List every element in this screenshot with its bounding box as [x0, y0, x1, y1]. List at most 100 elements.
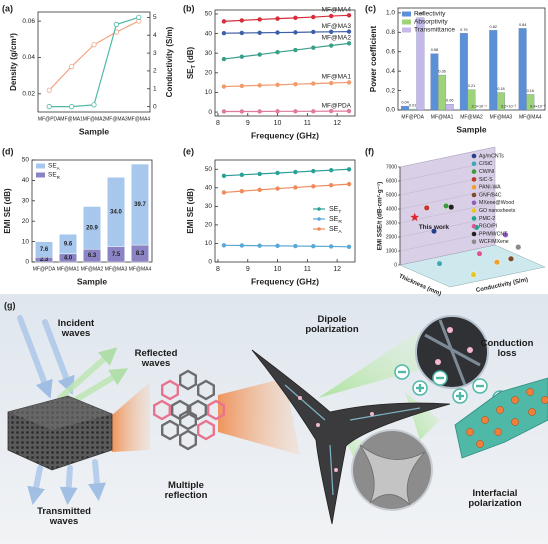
y-axis-label: Power coefficient: [369, 26, 378, 93]
point: [328, 244, 334, 249]
bar: [518, 28, 527, 111]
charge-bar: [418, 384, 422, 392]
series-label: MF@MA4: [322, 7, 352, 14]
point: [239, 54, 245, 59]
charge-bar: [476, 384, 484, 388]
x-tick-label: MF@PDA: [38, 116, 61, 122]
legend-label: SET: [329, 206, 341, 215]
x-tick-label: MF@MA1: [60, 116, 83, 122]
legend-label: WCF/MXene: [479, 239, 509, 245]
zoom-dots: [435, 327, 473, 365]
schematic: (g) Incident waves Reflected waves Transmi…: [0, 294, 548, 544]
legend-label: Ag/mCNTs: [479, 153, 504, 159]
point: [293, 47, 298, 53]
point: [239, 83, 245, 89]
y-tick-label: 4: [153, 32, 157, 39]
y-tick-label: 20: [205, 222, 213, 229]
electron: [494, 428, 502, 436]
x-tick-label: MF@MA3: [105, 116, 128, 122]
y-tick-label: 0.4: [386, 68, 395, 75]
point: [448, 204, 455, 211]
value-label: 0.36: [438, 70, 445, 74]
fiber: [329, 444, 334, 496]
electron: [541, 396, 548, 404]
y-axis-label: EMI SE (dB): [3, 188, 12, 234]
y-tick-label: 2: [153, 68, 157, 75]
cell: [207, 399, 225, 421]
panel-label: (e): [183, 146, 194, 156]
point: [69, 63, 75, 70]
y-tick-label: 0.2: [386, 87, 395, 94]
x-tick-label: 9: [246, 120, 250, 127]
arrow: [59, 465, 78, 506]
value-label: 0.18: [497, 87, 504, 91]
point: [346, 80, 352, 85]
point: [257, 109, 262, 114]
z-axis-label: EMI SSE/t (dB·cm²·g⁻¹): [377, 182, 384, 250]
fiber: [438, 319, 467, 386]
point: [346, 167, 352, 172]
point: [221, 84, 227, 89]
y-tick-label: 40: [22, 177, 30, 184]
bar-segment: [83, 206, 101, 250]
cell: [197, 379, 215, 401]
x-tick-label: 8: [216, 120, 220, 127]
value-label: 6.4×10⁻⁶: [530, 104, 546, 108]
y-tick-label: 0.02: [22, 91, 35, 98]
point: [328, 183, 334, 188]
cell: [179, 409, 197, 431]
legend-marker: [471, 169, 477, 174]
x-axis-label: Sample: [79, 126, 110, 136]
y-tick-label: 5: [153, 14, 157, 21]
arrow: [42, 319, 75, 395]
point: [275, 30, 280, 35]
point: [221, 190, 227, 195]
y-tick-label: 0.8: [386, 29, 395, 36]
cell: [161, 419, 179, 441]
series-label: MF@PDA: [322, 102, 352, 109]
x-tick-label: 11: [304, 266, 311, 273]
value-label: 0.04: [401, 101, 408, 105]
point: [221, 109, 227, 114]
legend-label: RGO/PI: [479, 224, 497, 230]
legend-marker: [471, 177, 477, 182]
cell: [197, 419, 215, 441]
electron: [466, 428, 474, 436]
zoom-fibers: [424, 319, 481, 386]
point: [328, 80, 334, 86]
x-tick-label: MF@MA1: [431, 114, 454, 120]
dot: [334, 468, 338, 472]
bar-segment: [35, 241, 53, 258]
legend-marker: [471, 184, 477, 190]
value-label: 39.7: [134, 202, 146, 208]
y-tick-label: 0.6: [386, 48, 395, 55]
annotation: This work: [419, 224, 450, 231]
point: [328, 13, 334, 19]
y-tick-label: 50: [22, 157, 30, 164]
beam: [112, 382, 150, 452]
legend-marker: [317, 207, 321, 211]
y-tick-label: 40: [205, 185, 213, 192]
legend-marker: [471, 223, 477, 229]
point: [239, 243, 245, 248]
x-tick-label: MF@MA4: [129, 266, 152, 272]
legend-marker: [471, 239, 477, 245]
point: [293, 15, 298, 21]
value-label: 2.3×10⁻⁴: [471, 104, 487, 108]
series-line: [223, 14, 350, 22]
legend-marker: [471, 231, 477, 237]
legend-marker: [471, 161, 477, 167]
bar-segment: [107, 177, 125, 247]
y2-axis-label: Conductivity (S/m): [165, 26, 174, 97]
point: [423, 204, 430, 211]
y-tick-label: 10: [22, 238, 30, 245]
diagram-label: Multiple reflection: [165, 479, 208, 500]
bar: [489, 30, 498, 111]
z-tick-label: 0: [394, 262, 397, 268]
grid-line: [399, 230, 496, 252]
point: [431, 228, 438, 235]
diagram-label: Reflected waves: [135, 347, 178, 368]
y-tick-label: 0: [208, 259, 212, 266]
fiber: [284, 384, 326, 421]
